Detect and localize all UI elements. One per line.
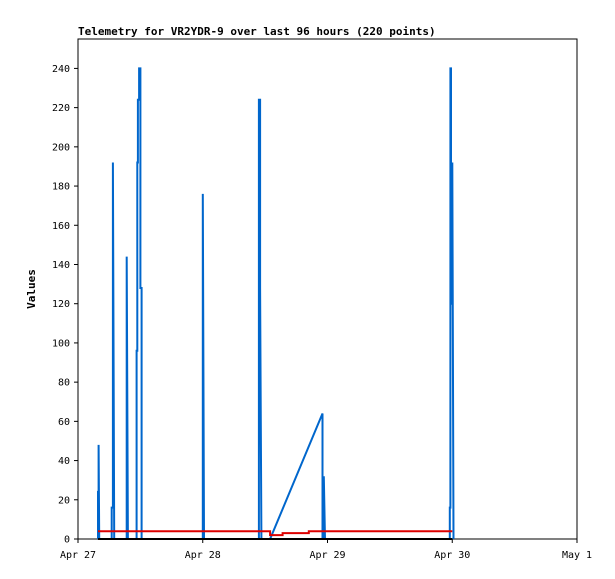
- y-tick-label: 240: [52, 64, 70, 75]
- y-tick-label: 200: [52, 142, 70, 153]
- y-tick-label: 40: [58, 456, 70, 467]
- y-tick-label: 60: [58, 417, 70, 428]
- chart-title: Telemetry for VR2YDR-9 over last 96 hour…: [78, 25, 436, 38]
- plot-area-frame: [77, 38, 578, 540]
- y-tick-label: 140: [52, 260, 70, 271]
- x-tick-label: Apr 27: [60, 550, 96, 561]
- series-line-1: [97, 67, 455, 540]
- y-tick-label: 20: [58, 495, 70, 506]
- series-layer: [97, 67, 455, 540]
- y-tick-label: 80: [58, 378, 70, 389]
- x-tick-label: Apr 30: [434, 550, 470, 561]
- y-tick-label: 220: [52, 103, 70, 114]
- y-tick-label: 180: [52, 182, 70, 193]
- y-tick-label: 0: [64, 535, 70, 546]
- x-tick-label: Apr 28: [185, 550, 221, 561]
- x-tick-label: May 1: [562, 550, 592, 561]
- y-tick-label: 160: [52, 221, 70, 232]
- series-line-2: [98, 530, 453, 537]
- y-axis: 0 20 40 60 80 100 120 140 160 180 200 220 240: [52, 64, 78, 546]
- x-axis: Apr 27 Apr 28 Apr 29 Apr 30 May 1: [60, 539, 592, 561]
- y-tick-label: 120: [52, 299, 70, 310]
- x-tick-label: Apr 29: [309, 550, 345, 561]
- y-axis-label: Values: [25, 269, 38, 309]
- y-tick-label: 100: [52, 338, 70, 349]
